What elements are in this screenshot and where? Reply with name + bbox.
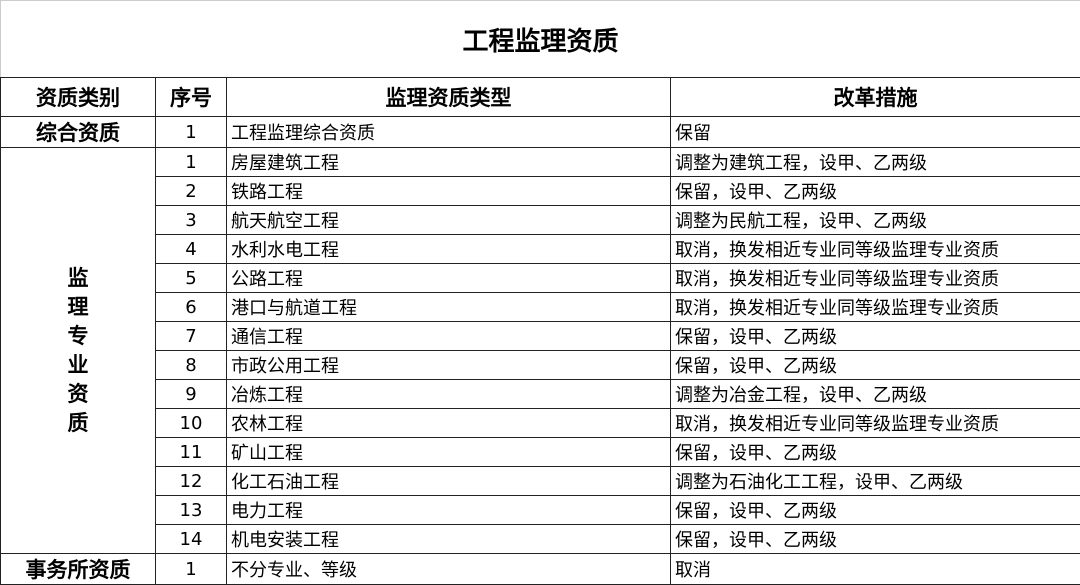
category-char: 监 [1, 264, 155, 293]
category-firm: 事务所资质 [1, 554, 156, 585]
category-char: 业 [1, 351, 155, 380]
row-number: 14 [156, 525, 227, 554]
qualification-type: 市政公用工程 [227, 351, 671, 380]
reform-measure: 保留，设甲、乙两级 [671, 322, 1080, 351]
row-number: 12 [156, 467, 227, 496]
reform-measure: 取消，换发相近专业同等级监理专业资质 [671, 409, 1080, 438]
reform-measure: 调整为建筑工程，设甲、乙两级 [671, 148, 1080, 177]
category-char: 资 [1, 380, 155, 409]
row-number: 9 [156, 380, 227, 409]
row-number: 5 [156, 264, 227, 293]
reform-measure: 保留，设甲、乙两级 [671, 438, 1080, 467]
reform-measure: 保留，设甲、乙两级 [671, 525, 1080, 554]
qualification-type: 公路工程 [227, 264, 671, 293]
header-number: 序号 [156, 78, 227, 117]
row-number: 6 [156, 293, 227, 322]
reform-measure: 取消 [671, 554, 1080, 585]
qualification-type: 航天航空工程 [227, 206, 671, 235]
table-title: 工程监理资质 [1, 1, 1080, 78]
row-number: 11 [156, 438, 227, 467]
qualification-type: 工程监理综合资质 [227, 117, 671, 148]
reform-measure: 保留，设甲、乙两级 [671, 177, 1080, 206]
category-char: 理 [1, 293, 155, 322]
header-category: 资质类别 [1, 78, 156, 117]
qualification-type: 水利水电工程 [227, 235, 671, 264]
reform-measure: 取消，换发相近专业同等级监理专业资质 [671, 293, 1080, 322]
reform-measure: 取消，换发相近专业同等级监理专业资质 [671, 235, 1080, 264]
reform-measure: 取消，换发相近专业同等级监理专业资质 [671, 264, 1080, 293]
category-char: 质 [1, 409, 155, 438]
row-number: 1 [156, 554, 227, 585]
category-char: 专 [1, 322, 155, 351]
category-specialty: 监理专业资质 [1, 148, 156, 554]
header-type: 监理资质类型 [227, 78, 671, 117]
qualification-type: 机电安装工程 [227, 525, 671, 554]
qualification-type: 不分专业、等级 [227, 554, 671, 585]
reform-measure: 保留，设甲、乙两级 [671, 496, 1080, 525]
qualification-type: 房屋建筑工程 [227, 148, 671, 177]
qualification-type: 港口与航道工程 [227, 293, 671, 322]
qualification-type: 冶炼工程 [227, 380, 671, 409]
qualification-type: 农林工程 [227, 409, 671, 438]
qualification-type: 铁路工程 [227, 177, 671, 206]
row-number: 4 [156, 235, 227, 264]
row-number: 1 [156, 117, 227, 148]
reform-measure: 调整为冶金工程，设甲、乙两级 [671, 380, 1080, 409]
row-number: 7 [156, 322, 227, 351]
row-number: 13 [156, 496, 227, 525]
qualification-type: 通信工程 [227, 322, 671, 351]
header-measure: 改革措施 [671, 78, 1080, 117]
reform-measure: 调整为石油化工工程，设甲、乙两级 [671, 467, 1080, 496]
reform-measure: 保留 [671, 117, 1080, 148]
category-comprehensive: 综合资质 [1, 117, 156, 148]
reform-measure: 调整为民航工程，设甲、乙两级 [671, 206, 1080, 235]
row-number: 8 [156, 351, 227, 380]
row-number: 3 [156, 206, 227, 235]
row-number: 10 [156, 409, 227, 438]
header-row: 资质类别 序号 监理资质类型 改革措施 [1, 78, 1080, 117]
row-number: 1 [156, 148, 227, 177]
qualification-type: 电力工程 [227, 496, 671, 525]
qualification-type: 化工石油工程 [227, 467, 671, 496]
qualification-type: 矿山工程 [227, 438, 671, 467]
row-number: 2 [156, 177, 227, 206]
reform-measure: 保留，设甲、乙两级 [671, 351, 1080, 380]
